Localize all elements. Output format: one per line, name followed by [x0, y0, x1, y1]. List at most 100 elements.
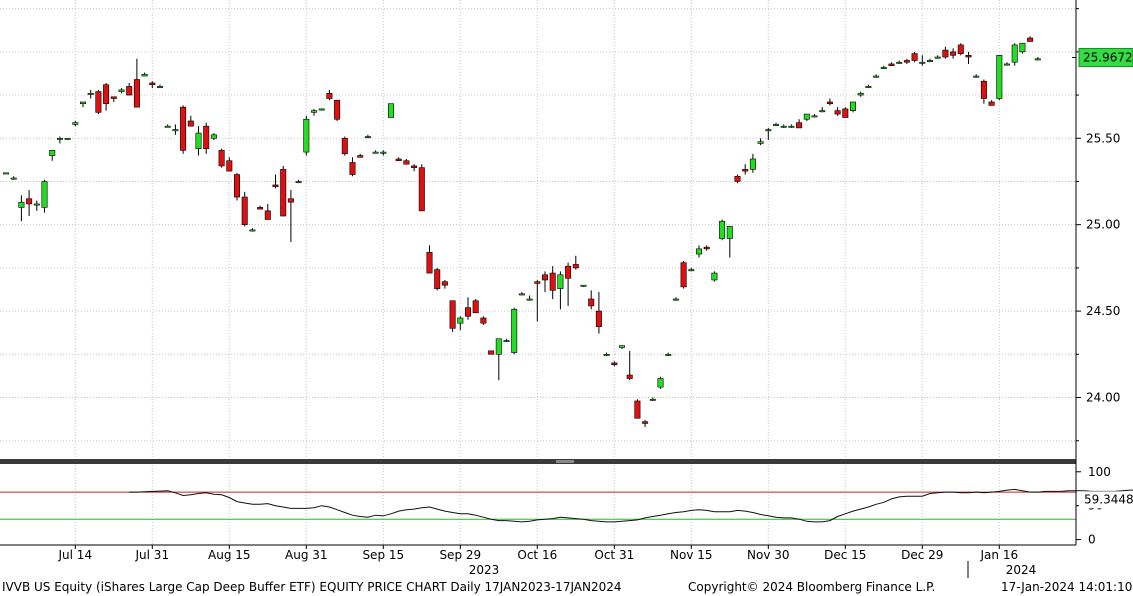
- candle-body: [803, 113, 810, 120]
- candle-body: [10, 177, 17, 180]
- candle-body: [518, 293, 525, 296]
- candle-body: [318, 108, 325, 111]
- year-label: 2024: [1006, 563, 1037, 577]
- candle-body: [357, 155, 364, 158]
- candle-body: [210, 134, 217, 139]
- candle-body: [418, 167, 425, 212]
- candle-body: [749, 158, 756, 170]
- candle-body: [364, 136, 371, 139]
- candle-body: [1034, 58, 1041, 61]
- candle-body: [926, 60, 933, 62]
- candle-body: [618, 345, 625, 348]
- candle-body: [980, 80, 987, 99]
- rsi-panel: [0, 488, 1133, 523]
- candle-body: [849, 101, 856, 111]
- candle-body: [703, 246, 710, 250]
- panel-splitter-handle: [556, 460, 574, 463]
- timestamp-text: 17-Jan-2024 14:01:10: [1001, 580, 1133, 594]
- candle-body: [95, 91, 102, 113]
- x-tick-label: Sep 15: [362, 548, 404, 562]
- candle-body: [757, 141, 764, 144]
- candle-body: [41, 181, 48, 208]
- copyright-text: Copyright© 2024 Bloomberg Finance L.P.: [688, 580, 936, 594]
- y-tick-label: 24.00: [1086, 391, 1120, 405]
- candle-body: [888, 63, 895, 66]
- candle-body: [603, 354, 610, 356]
- x-tick-label: Jul 31: [135, 548, 170, 562]
- candle-body: [149, 82, 156, 85]
- candle-body: [234, 174, 241, 198]
- candle-body: [1003, 63, 1010, 66]
- candle-body: [295, 181, 302, 183]
- candle-body: [534, 281, 541, 284]
- candle-body: [133, 79, 140, 108]
- candle-body: [688, 269, 695, 272]
- candle-body: [903, 60, 910, 63]
- x-tick-label: Dec 29: [901, 548, 943, 562]
- candle-body: [80, 101, 87, 104]
- candle-body: [811, 115, 818, 118]
- last-price-tag: [1078, 48, 1133, 68]
- candle-body: [911, 53, 918, 61]
- candle-body: [103, 84, 110, 104]
- candle-body: [226, 160, 233, 172]
- candle-body: [865, 86, 872, 88]
- candle-body: [72, 122, 79, 125]
- candle-body: [141, 74, 148, 77]
- candle-body: [996, 55, 1003, 99]
- candle-body: [896, 61, 903, 64]
- x-tick-label: Aug 31: [285, 548, 328, 562]
- candle-body: [349, 162, 356, 175]
- candle-body: [480, 317, 487, 324]
- candle-body: [672, 298, 679, 301]
- candle-body: [64, 137, 71, 140]
- candle-body: [942, 49, 949, 58]
- candle-body: [449, 300, 456, 329]
- candle-body: [372, 151, 379, 154]
- candle-body: [772, 124, 779, 126]
- candle-body: [387, 103, 394, 118]
- candle-body: [287, 198, 294, 203]
- candle-body: [826, 101, 833, 104]
- candle-body: [695, 248, 702, 255]
- candle-body: [118, 89, 125, 92]
- rsi-y-tick-label: 0: [1088, 533, 1096, 547]
- candle-body: [834, 110, 841, 115]
- candle-body: [1019, 42, 1026, 53]
- candle-body: [649, 398, 656, 401]
- candle-body: [611, 362, 618, 365]
- candle-body: [780, 125, 787, 128]
- candle-body: [873, 75, 880, 78]
- candle-body: [580, 284, 587, 287]
- candle-body: [934, 56, 941, 59]
- axes: 24.0024.5025.0025.5005010025.967259.3448…: [0, 0, 1133, 578]
- candle-body: [965, 55, 972, 58]
- chart-svg: 24.0024.5025.0025.5005010025.967259.3448…: [0, 0, 1133, 578]
- candle-body: [572, 264, 579, 269]
- candle-body: [796, 122, 803, 129]
- candle-body: [957, 44, 964, 54]
- candle-body: [56, 137, 63, 140]
- candle-body: [18, 201, 25, 208]
- candle-body: [511, 309, 518, 353]
- candle-body: [472, 300, 479, 314]
- candle-body: [126, 86, 133, 96]
- candle-body: [588, 298, 595, 307]
- x-tick-label: Nov 30: [747, 548, 790, 562]
- candle-body: [303, 118, 310, 153]
- candle-body: [541, 274, 548, 281]
- year-label: 2023: [469, 563, 500, 577]
- candle-body: [164, 125, 171, 128]
- x-tick-label: Sep 29: [439, 548, 481, 562]
- candle-body: [457, 317, 464, 324]
- candle-body: [310, 110, 317, 113]
- candle-body: [110, 96, 117, 99]
- candle-body: [187, 120, 194, 127]
- candle-body: [880, 67, 887, 69]
- x-tick-label: Oct 16: [517, 548, 557, 562]
- candle-body: [842, 108, 849, 118]
- candle-body: [180, 106, 187, 151]
- candle-body: [411, 165, 418, 168]
- candle-body: [595, 310, 602, 327]
